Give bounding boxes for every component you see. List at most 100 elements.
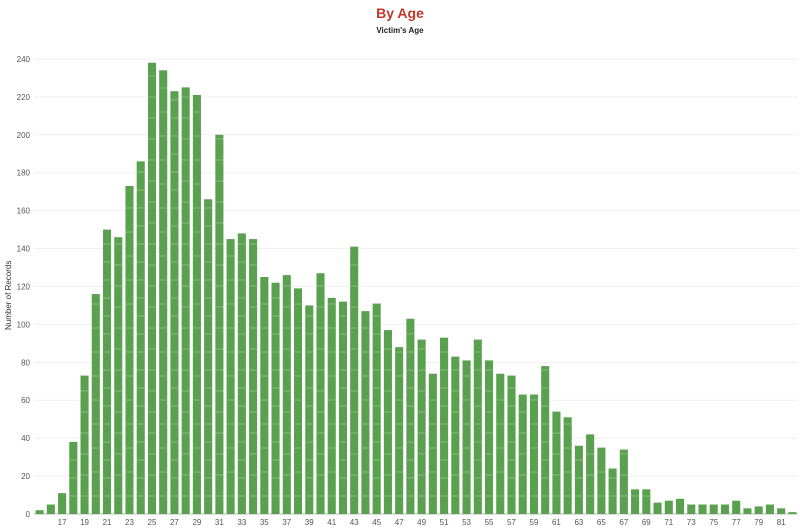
bar-age-34[interactable] <box>249 239 258 514</box>
y-tick-label: 140 <box>17 245 31 254</box>
bar-age-70[interactable] <box>653 502 662 514</box>
bar-age-73[interactable] <box>687 504 696 514</box>
x-tick-label: 23 <box>125 518 134 527</box>
x-tick-label: 31 <box>215 518 224 527</box>
bar-age-52[interactable] <box>451 356 460 514</box>
bar-age-54[interactable] <box>473 339 482 514</box>
bar-age-81[interactable] <box>777 508 786 514</box>
bar-age-33[interactable] <box>237 233 246 514</box>
bar-age-40[interactable] <box>316 273 325 514</box>
x-tick-label: 35 <box>260 518 269 527</box>
bar-age-64[interactable] <box>586 434 595 514</box>
bar-age-78[interactable] <box>743 508 752 514</box>
x-tick-label: 75 <box>709 518 718 527</box>
bar-age-44[interactable] <box>361 311 370 514</box>
bar-age-39[interactable] <box>305 305 314 514</box>
bar-age-82[interactable] <box>788 512 797 514</box>
bar-age-65[interactable] <box>597 447 606 514</box>
x-tick-label: 71 <box>664 518 673 527</box>
bar-age-19[interactable] <box>80 375 89 514</box>
x-tick-label: 25 <box>148 518 157 527</box>
bar-age-49[interactable] <box>417 339 426 514</box>
bar-age-17[interactable] <box>58 493 67 514</box>
x-tick-label: 49 <box>417 518 426 527</box>
bar-age-59[interactable] <box>529 394 539 514</box>
y-tick-label: 160 <box>17 207 31 216</box>
y-tick-label: 200 <box>17 131 31 140</box>
bar-age-51[interactable] <box>440 337 449 514</box>
x-tick-label: 65 <box>597 518 606 527</box>
y-tick-label: 40 <box>21 434 30 443</box>
x-tick-label: 47 <box>395 518 404 527</box>
bar-age-55[interactable] <box>484 360 494 514</box>
y-tick-label: 180 <box>17 169 31 178</box>
bar-age-75[interactable] <box>709 504 718 514</box>
bar-age-56[interactable] <box>496 373 505 514</box>
bar-age-21[interactable] <box>102 229 112 514</box>
bar-age-29[interactable] <box>192 94 201 514</box>
bar-age-79[interactable] <box>754 506 763 514</box>
bar-age-68[interactable] <box>631 489 640 514</box>
bar-age-63[interactable] <box>574 445 583 514</box>
bar-age-57[interactable] <box>507 375 516 514</box>
bar-age-45[interactable] <box>372 303 381 514</box>
x-tick-label: 77 <box>732 518 741 527</box>
x-tick-label: 79 <box>754 518 763 527</box>
chart-title: By Age <box>376 5 424 21</box>
bar-age-36[interactable] <box>271 282 280 514</box>
bar-age-26[interactable] <box>159 70 168 514</box>
bar-age-77[interactable] <box>732 500 741 514</box>
x-tick-label: 41 <box>327 518 336 527</box>
bar-age-22[interactable] <box>114 237 123 514</box>
bar-age-16[interactable] <box>46 504 55 514</box>
bar-age-20[interactable] <box>91 294 100 514</box>
bar-age-50[interactable] <box>428 373 437 514</box>
bar-age-62[interactable] <box>563 417 572 514</box>
x-tick-label: 43 <box>350 518 359 527</box>
y-tick-label: 0 <box>26 510 31 519</box>
x-tick-label: 45 <box>372 518 381 527</box>
bar-age-69[interactable] <box>642 489 651 514</box>
bar-age-15[interactable] <box>35 510 44 514</box>
bar-age-74[interactable] <box>698 504 707 514</box>
x-tick-label: 51 <box>440 518 449 527</box>
bar-age-67[interactable] <box>619 449 628 514</box>
bar-age-80[interactable] <box>765 504 774 514</box>
bar-age-53[interactable] <box>462 360 471 514</box>
x-tick-label: 69 <box>642 518 651 527</box>
bar-age-28[interactable] <box>181 87 190 515</box>
bar-layer <box>35 62 797 515</box>
bar-age-37[interactable] <box>282 275 291 514</box>
bar-age-47[interactable] <box>395 347 404 514</box>
bar-age-30[interactable] <box>204 199 213 514</box>
x-tick-label: 39 <box>305 518 314 527</box>
bar-age-61[interactable] <box>552 411 561 514</box>
bar-age-41[interactable] <box>327 297 336 514</box>
x-tick-label: 17 <box>58 518 67 527</box>
bar-age-66[interactable] <box>608 468 617 515</box>
x-tick-label: 61 <box>552 518 561 527</box>
bar-age-23[interactable] <box>125 185 134 515</box>
bar-age-38[interactable] <box>293 288 303 514</box>
bar-age-76[interactable] <box>720 504 730 514</box>
bar-age-71[interactable] <box>664 500 673 514</box>
y-tick-label: 20 <box>21 472 30 481</box>
bar-age-43[interactable] <box>350 246 359 514</box>
y-tick-label: 100 <box>17 320 31 329</box>
bar-age-32[interactable] <box>226 239 235 514</box>
bar-age-42[interactable] <box>338 301 348 514</box>
bar-age-72[interactable] <box>675 498 685 514</box>
bar-age-25[interactable] <box>147 62 157 514</box>
x-tick-label: 27 <box>170 518 179 527</box>
x-tick-label: 19 <box>80 518 89 527</box>
x-tick-label: 57 <box>507 518 516 527</box>
bar-age-35[interactable] <box>260 277 269 514</box>
x-tick-label: 33 <box>237 518 246 527</box>
bar-age-27[interactable] <box>170 91 179 514</box>
bar-age-46[interactable] <box>383 330 392 514</box>
bar-age-24[interactable] <box>136 161 145 514</box>
bar-age-48[interactable] <box>406 318 415 514</box>
bar-age-60[interactable] <box>541 366 550 514</box>
bar-age-31[interactable] <box>215 134 224 515</box>
